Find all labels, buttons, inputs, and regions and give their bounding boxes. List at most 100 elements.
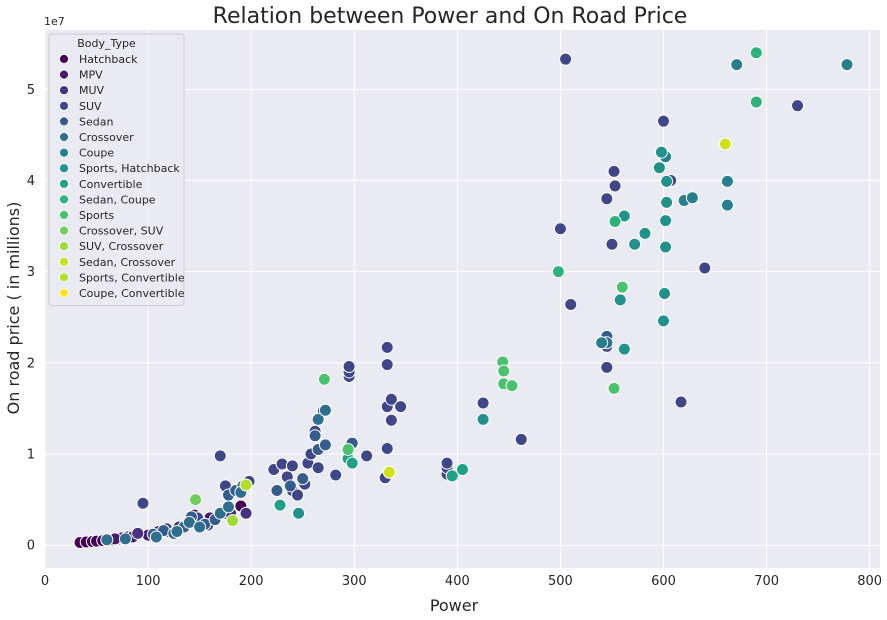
data-point: [384, 392, 398, 406]
series-crossover-suv: [189, 493, 203, 507]
data-point: [273, 498, 287, 512]
legend-label: Sedan, Crossover: [79, 256, 176, 269]
legend-marker: [59, 272, 69, 283]
data-point: [660, 174, 674, 188]
series-sedan-coupe: [551, 46, 763, 279]
data-point: [659, 214, 673, 228]
data-point: [730, 58, 744, 72]
data-point: [308, 429, 322, 443]
x-tick-label: 500: [548, 574, 573, 589]
legend-marker: [59, 132, 69, 142]
data-point: [674, 395, 688, 409]
x-tick-label: 700: [754, 574, 779, 589]
data-point: [213, 449, 227, 463]
x-tick-labels: 0 100 200 300 400 500 600 700 800: [41, 574, 882, 589]
data-point: [553, 222, 567, 236]
data-point: [559, 52, 573, 66]
data-point: [660, 195, 674, 209]
y-tick-label: 0: [27, 539, 35, 554]
data-point: [698, 261, 712, 275]
legend-label: SUV, Crossover: [79, 240, 164, 253]
data-point: [657, 114, 671, 128]
data-point: [456, 463, 469, 477]
series-sedan-crossover: [382, 137, 732, 479]
data-point: [317, 372, 331, 386]
data-point: [384, 413, 398, 427]
data-point: [749, 95, 763, 109]
chart-title: Relation between Power and On Road Price: [213, 4, 688, 29]
data-point: [382, 465, 396, 479]
data-point: [749, 46, 763, 60]
data-point: [617, 342, 631, 356]
data-point: [600, 192, 614, 206]
legend-label: Sedan, Coupe: [79, 193, 156, 206]
data-point: [654, 145, 668, 159]
data-point: [380, 442, 394, 456]
data-point: [239, 506, 253, 520]
legend-label: Coupe, Convertible: [79, 287, 185, 300]
data-point: [341, 442, 355, 456]
data-point: [283, 479, 297, 493]
data-point: [118, 532, 132, 546]
data-point: [658, 287, 672, 301]
series-sports: [317, 280, 629, 456]
data-point: [226, 514, 240, 528]
data-point: [342, 359, 356, 373]
y-tick-label: 2: [27, 356, 35, 371]
data-point: [296, 472, 310, 486]
data-points: [73, 46, 854, 549]
data-point: [659, 240, 673, 254]
x-tick-label: 400: [445, 574, 470, 589]
data-point: [345, 456, 359, 470]
series-suv-crossover: [226, 514, 240, 528]
data-point: [292, 506, 306, 520]
data-point: [170, 525, 184, 539]
data-point: [311, 461, 325, 475]
data-point: [551, 265, 565, 279]
legend-marker: [59, 210, 69, 220]
data-point: [360, 449, 374, 463]
legend-label: MUV: [79, 84, 105, 97]
data-point: [100, 533, 114, 547]
legend-marker: [59, 85, 69, 96]
data-point: [285, 459, 299, 473]
data-point: [149, 530, 163, 544]
x-tick-label: 0: [41, 574, 49, 589]
series-sports-hatchback: [292, 145, 674, 520]
data-point: [718, 137, 732, 151]
data-point: [329, 468, 343, 482]
legend-title: Body_Type: [77, 37, 136, 50]
data-point: [605, 237, 619, 251]
legend-marker: [59, 116, 69, 127]
legend-label: Convertible: [79, 178, 143, 191]
data-point: [600, 360, 614, 374]
data-point: [615, 280, 629, 294]
legend-label: Crossover: [79, 131, 134, 144]
x-tick-label: 100: [136, 574, 161, 589]
data-point: [652, 161, 666, 175]
data-point: [657, 314, 671, 328]
data-point: [136, 496, 150, 510]
data-point: [720, 198, 734, 212]
legend-marker: [59, 288, 69, 298]
legend-marker: [59, 194, 69, 205]
legend-marker: [59, 69, 69, 80]
legend-label: MPV: [79, 69, 103, 82]
legend-label: Sports: [79, 209, 115, 222]
legend-marker: [59, 225, 69, 236]
series-crossover: [100, 336, 614, 547]
data-point: [476, 396, 490, 410]
data-point: [476, 412, 490, 426]
data-point: [638, 226, 652, 240]
legend-label: Sedan: [79, 115, 113, 128]
x-tick-label: 300: [342, 574, 367, 589]
data-point: [221, 500, 235, 514]
y-tick-label: 1: [27, 448, 35, 463]
data-point: [270, 483, 284, 497]
legend-marker: [59, 54, 69, 64]
data-point: [564, 297, 578, 311]
legend-marker: [59, 147, 69, 158]
data-point: [840, 58, 854, 72]
legend-marker: [59, 100, 69, 111]
data-point: [311, 412, 325, 426]
